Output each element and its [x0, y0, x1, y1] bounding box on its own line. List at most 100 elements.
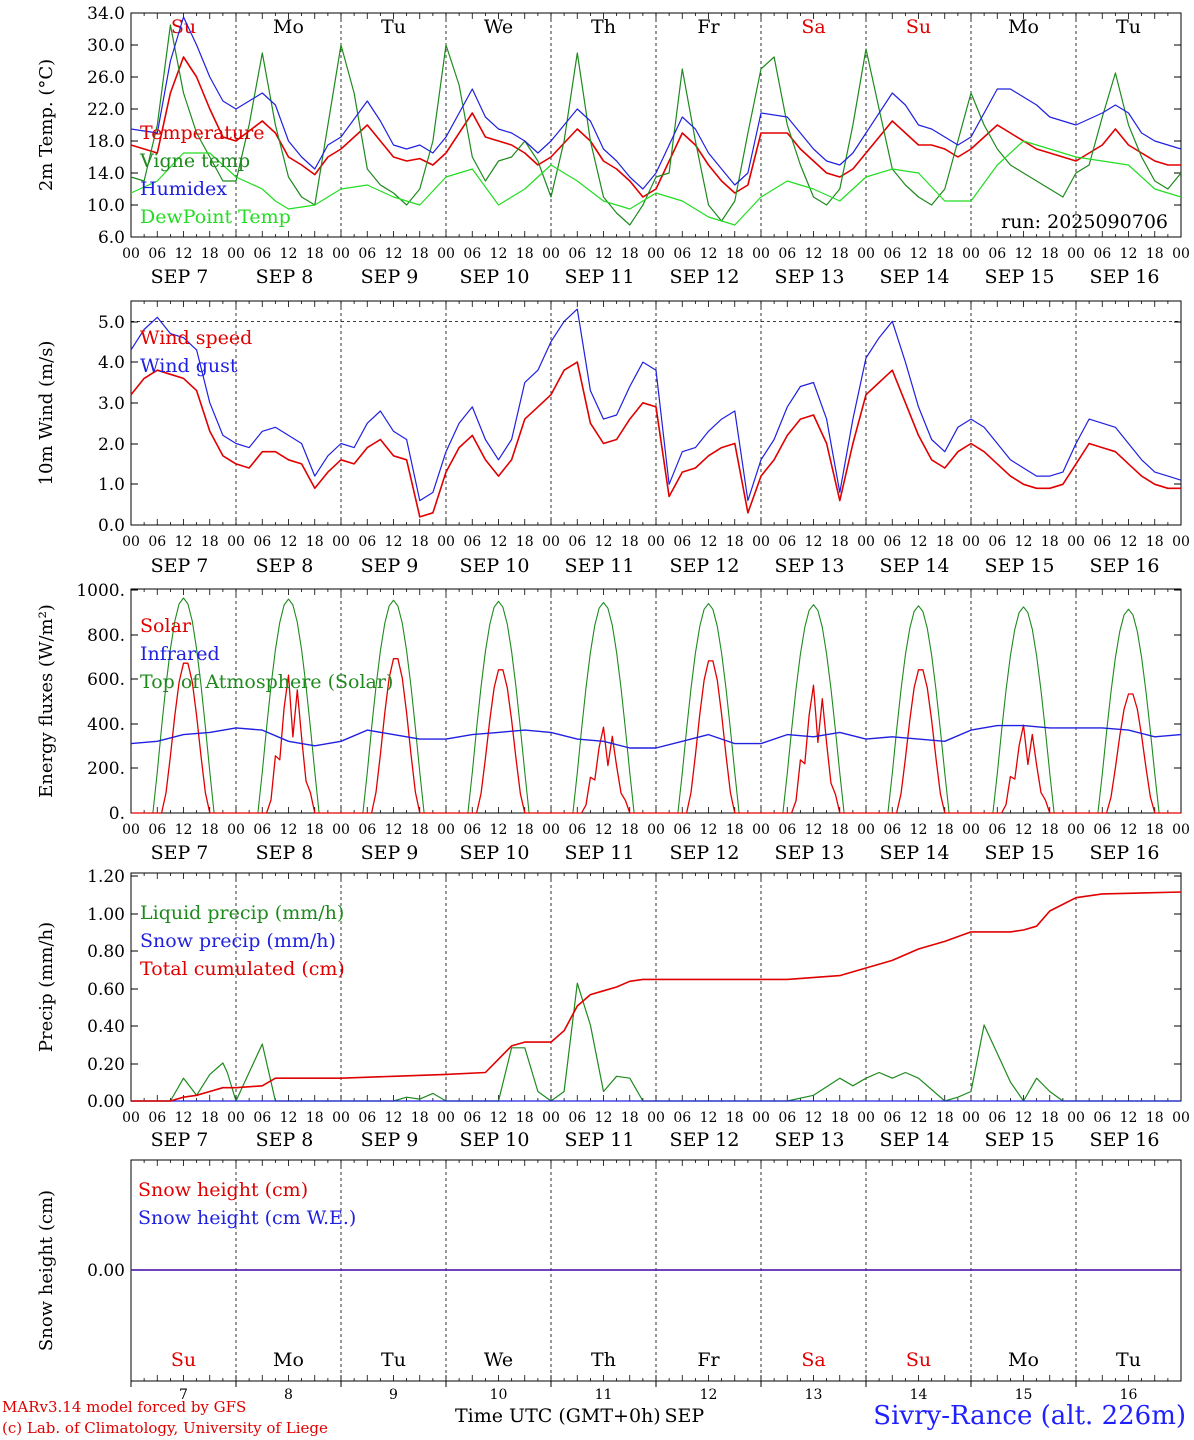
day-name: Su [906, 1349, 931, 1371]
y-tick-label: 4.0 [98, 353, 125, 373]
day-name: Th [591, 16, 616, 38]
day-name: We [484, 1349, 513, 1371]
day-name: Tu [1116, 16, 1141, 38]
hour-tick-label: 00 [122, 1110, 140, 1126]
hour-tick-label: 00 [227, 822, 245, 838]
hour-tick-label: 12 [910, 246, 928, 262]
hour-tick-label: 12 [175, 246, 193, 262]
y-tick-label: 5.0 [98, 313, 125, 333]
hour-tick-label: 06 [253, 534, 271, 550]
y-tick-label: 0.40 [87, 1017, 125, 1037]
hour-tick-label: 00 [1172, 246, 1190, 262]
y-tick-label: 0.00 [87, 1092, 125, 1112]
hour-tick-label: 00 [542, 246, 560, 262]
date-label: SEP 16 [1090, 266, 1160, 288]
day-name: Tu [381, 16, 406, 38]
day-name: Fr [697, 1349, 720, 1371]
hour-tick-label: 06 [463, 1110, 481, 1126]
hour-tick-label: 00 [962, 534, 980, 550]
hour-tick-label: 06 [568, 246, 586, 262]
hour-tick-label: 06 [568, 1110, 586, 1126]
date-label: SEP 10 [460, 266, 530, 288]
bottom-day-number: 14 [910, 1387, 928, 1400]
hour-tick-label: 18 [306, 246, 324, 262]
hour-tick-label: 00 [962, 1110, 980, 1126]
legend-entry: Total cumulated (cm) [140, 958, 345, 980]
y-axis-title: Energy fluxes (W/m²) [36, 604, 57, 798]
date-label: SEP 15 [985, 555, 1055, 577]
hour-tick-label: 00 [857, 534, 875, 550]
legend-entry: Snow height (cm) [138, 1179, 308, 1201]
hour-tick-label: 12 [1015, 246, 1033, 262]
hour-tick-label: 12 [490, 1110, 508, 1126]
y-tick-label: 6.0 [98, 228, 125, 248]
hour-tick-label: 00 [1067, 246, 1085, 262]
hour-tick-label: 06 [988, 1110, 1006, 1126]
hour-tick-label: 06 [883, 822, 901, 838]
hour-tick-label: 18 [516, 246, 534, 262]
date-label: SEP 7 [151, 266, 209, 288]
date-label: SEP 11 [565, 555, 635, 577]
hour-tick-label: 00 [857, 1110, 875, 1126]
hour-tick-label: 00 [1067, 534, 1085, 550]
date-label: SEP 15 [985, 266, 1055, 288]
date-label: SEP 15 [985, 842, 1055, 864]
hour-tick-label: 12 [1015, 534, 1033, 550]
hour-tick-label: 12 [805, 534, 823, 550]
hour-tick-label: 12 [385, 822, 403, 838]
day-name: Sa [801, 1349, 825, 1371]
hour-tick-label: 06 [673, 246, 691, 262]
day-name: Tu [381, 1349, 406, 1371]
hour-tick-label: 12 [910, 534, 928, 550]
hour-tick-label: 12 [280, 822, 298, 838]
hour-tick-label: 00 [332, 534, 350, 550]
hour-tick-label: 18 [516, 1110, 534, 1126]
hour-tick-label: 18 [411, 534, 429, 550]
series-line-blue [130, 308, 1182, 502]
hour-tick-label: 12 [595, 822, 613, 838]
date-label: SEP 16 [1090, 1129, 1160, 1151]
hour-tick-label: 00 [1172, 1110, 1190, 1126]
day-name: Sa [801, 16, 825, 38]
y-axis-title: Precip (mm/h) [36, 922, 57, 1052]
legend-entry: Solar [140, 615, 192, 637]
legend-entry: Infrared [140, 643, 220, 665]
y-axis-title-precip: Precip (mm/h) [36, 922, 57, 1052]
y-tick-label: 26.0 [87, 68, 125, 88]
bottom-day-number: 13 [805, 1387, 823, 1400]
bottom-day-number: 15 [1015, 1387, 1033, 1400]
x-axis-title-text: Time UTC (GMT+0h) [455, 1405, 661, 1427]
hour-tick-label: 00 [227, 246, 245, 262]
hour-tick-label: 12 [385, 534, 403, 550]
day-name: Mo [1008, 1349, 1039, 1371]
date-label: SEP 9 [361, 555, 419, 577]
x-axis-month: SEP [664, 1405, 705, 1427]
hour-tick-label: 00 [647, 534, 665, 550]
lab-credit: (c) Lab. of Climatology, University of L… [2, 1419, 328, 1437]
solar-line [131, 658, 1181, 814]
hour-tick-label: 18 [1146, 246, 1164, 262]
hour-tick-label: 18 [201, 1110, 219, 1126]
hour-tick-label: 12 [1120, 534, 1138, 550]
hour-tick-label: 06 [463, 822, 481, 838]
date-label: SEP 9 [361, 1129, 419, 1151]
date-label: SEP 12 [670, 1129, 740, 1151]
hour-tick-label: 12 [1015, 822, 1033, 838]
hour-tick-label: 06 [148, 1110, 166, 1126]
hour-tick-label: 12 [805, 1110, 823, 1126]
hour-tick-label: 06 [1093, 246, 1111, 262]
hour-tick-label: 12 [805, 246, 823, 262]
legend-entry: Temperature [140, 122, 264, 144]
hour-tick-label: 00 [542, 534, 560, 550]
y-tick-label: 0. [109, 804, 125, 824]
hour-tick-label: 00 [752, 534, 770, 550]
hour-tick-label: 18 [306, 822, 324, 838]
hour-tick-label: 18 [726, 822, 744, 838]
hour-tick-label: 06 [673, 822, 691, 838]
day-name: Th [591, 1349, 616, 1371]
hour-tick-label: 18 [621, 822, 639, 838]
hour-tick-label: 06 [988, 534, 1006, 550]
y-axis-title: 2m Temp. (°C) [36, 59, 57, 191]
y-tick-label: 14.0 [87, 164, 125, 184]
